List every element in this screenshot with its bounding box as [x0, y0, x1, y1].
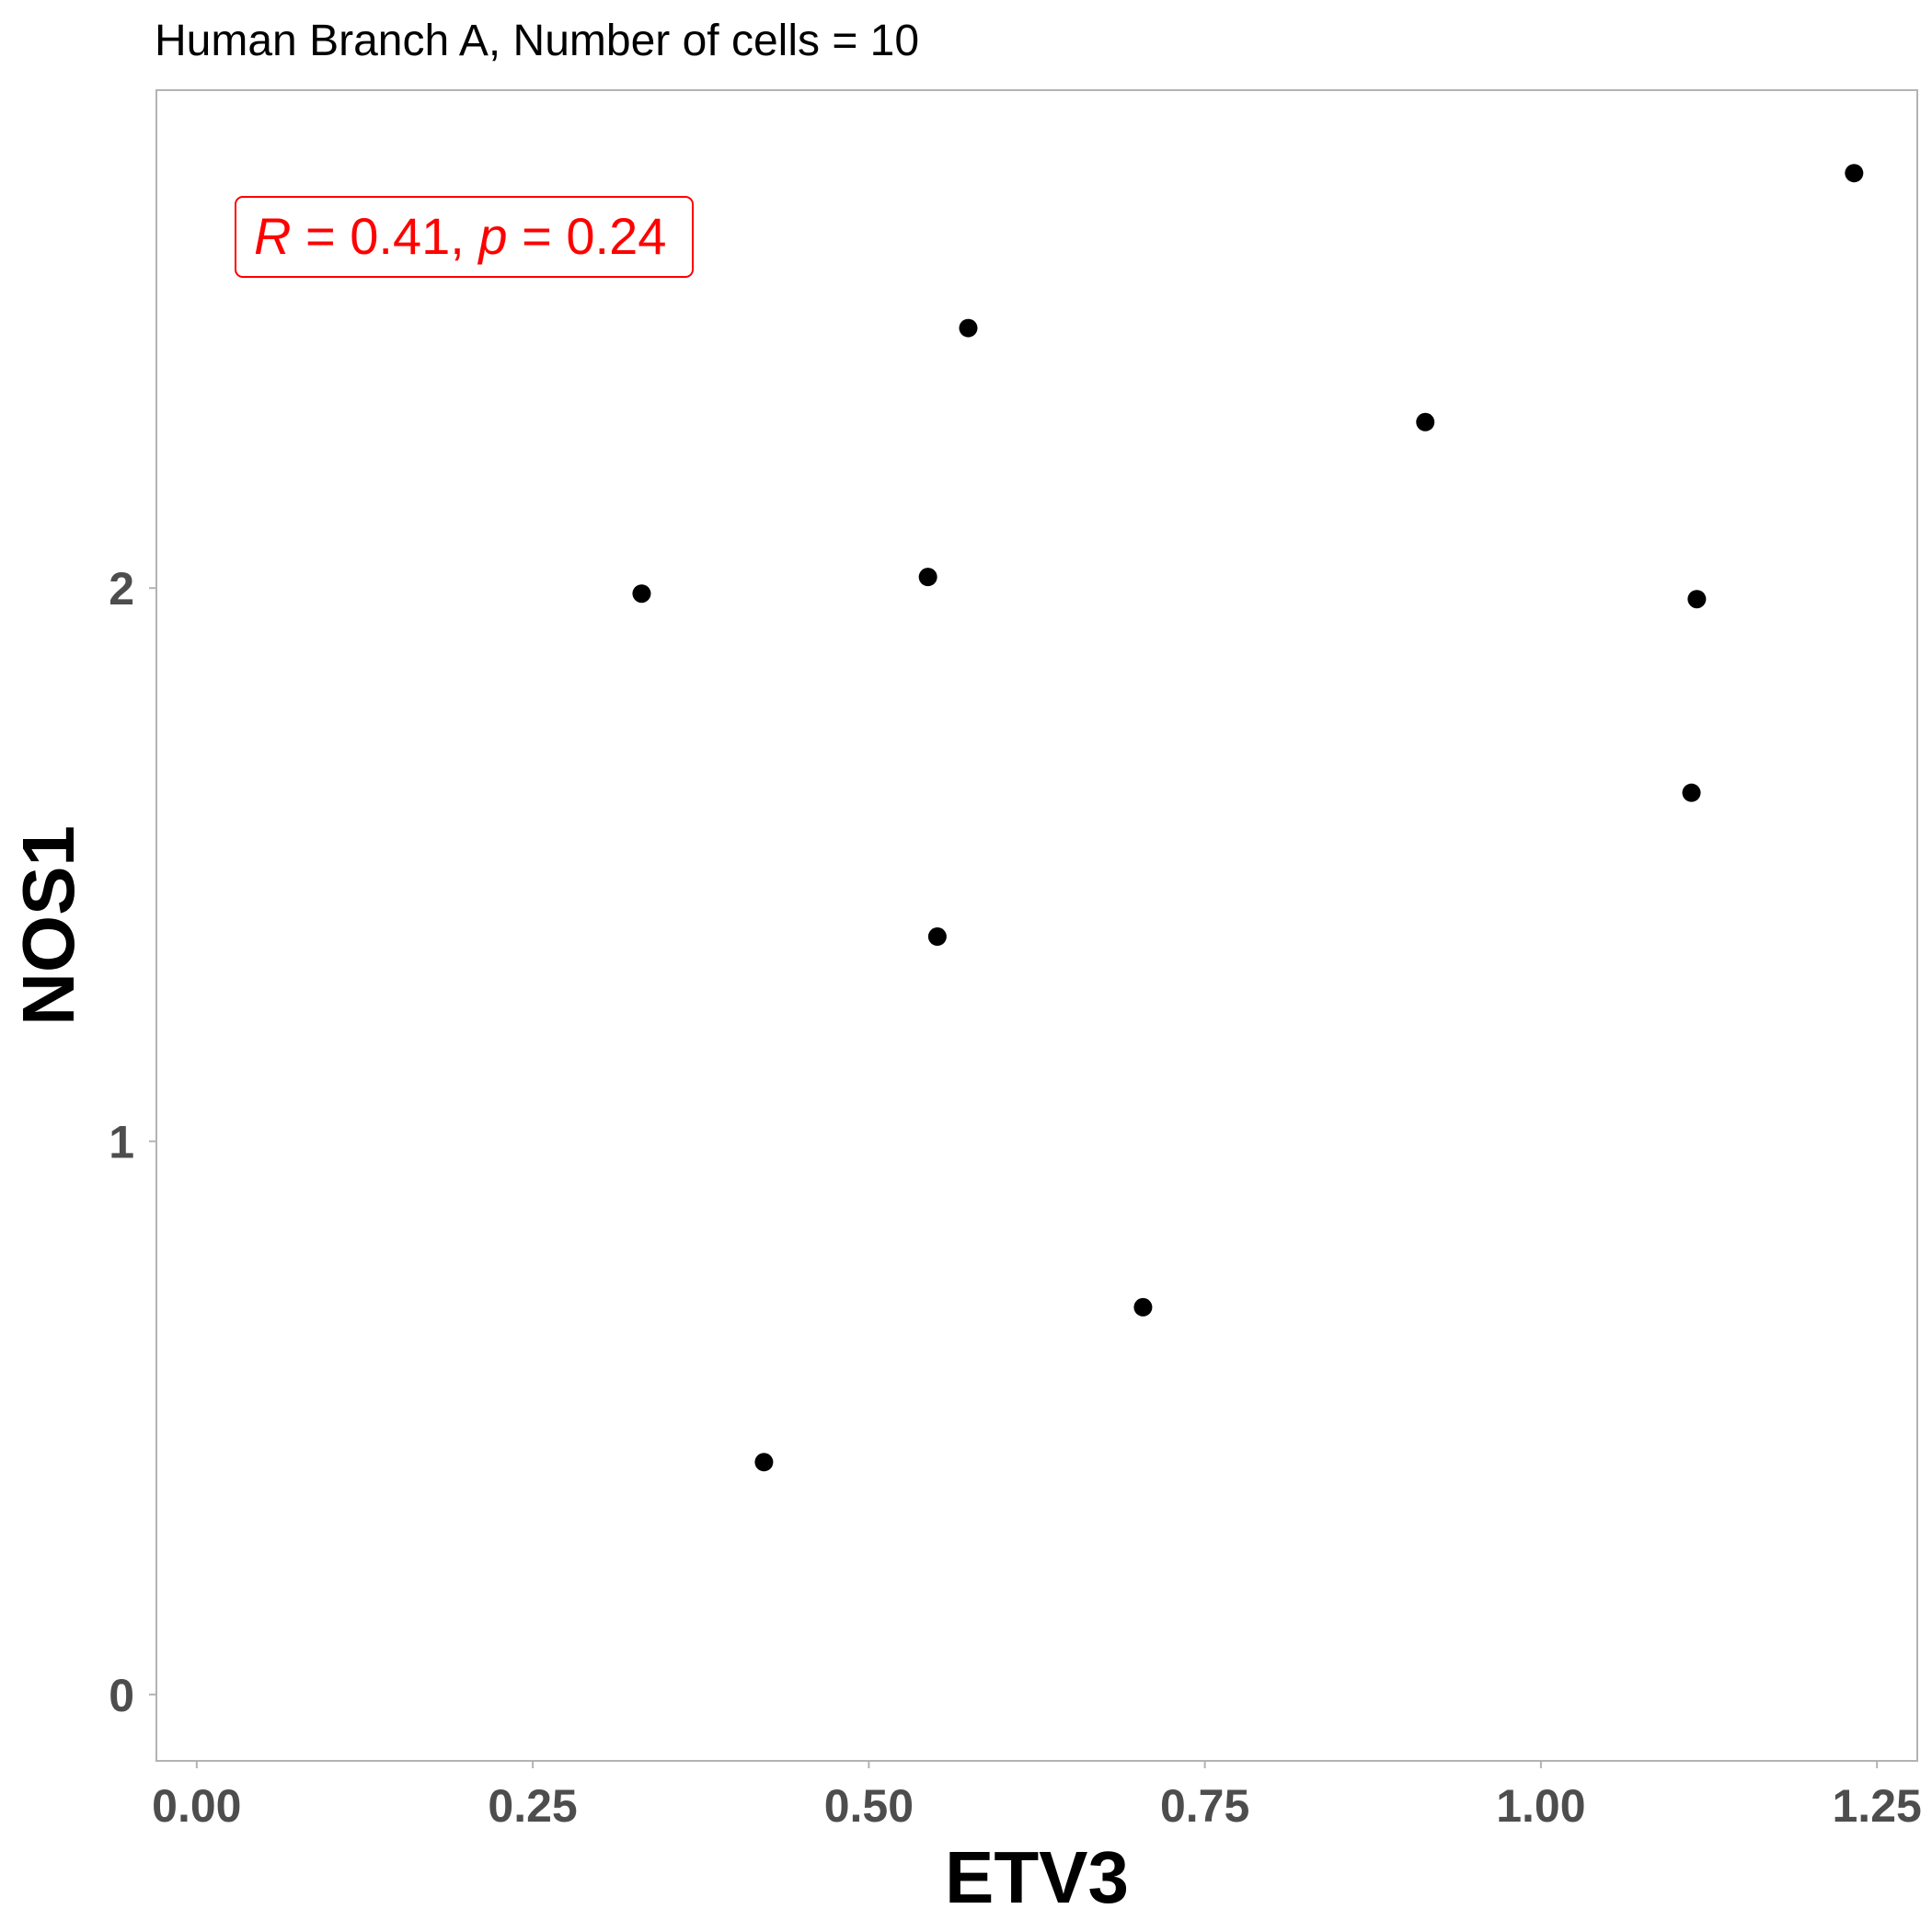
scatter-point: [1133, 1297, 1153, 1317]
scatter-point: [1682, 783, 1701, 802]
x-tick-label: 0.50: [824, 1780, 914, 1832]
scatter-point: [1845, 164, 1864, 183]
x-tick-label: 1.25: [1833, 1780, 1922, 1832]
scatter-point: [959, 318, 978, 338]
data-points: [632, 164, 1864, 1472]
scatter-point: [918, 568, 937, 587]
plot-panel-border: [155, 89, 1918, 1762]
r-equals: =: [291, 207, 350, 265]
x-axis: 0.00 0.25 0.50 0.75 1.00 1.25: [152, 1761, 1922, 1832]
correlation-annotation: R = 0.41, p = 0.24: [235, 196, 694, 278]
p-symbol: p: [477, 207, 507, 265]
annotation-separator: ,: [450, 207, 478, 265]
x-tick-label: 0.75: [1160, 1780, 1249, 1832]
y-axis: 0 1 2: [109, 563, 156, 1721]
p-equals: =: [508, 207, 567, 265]
x-tick-label: 1.00: [1496, 1780, 1585, 1832]
p-value: 0.24: [566, 207, 666, 265]
x-axis-title: ETV3: [945, 1836, 1129, 1918]
y-tick-label: 2: [109, 563, 134, 615]
y-axis-title: NOS1: [7, 825, 89, 1026]
x-tick-label: 0.25: [488, 1780, 577, 1832]
r-value: 0.41: [350, 207, 450, 265]
scatter-point: [1687, 590, 1707, 609]
scatter-point: [632, 584, 651, 604]
chart-title: Human Branch A, Number of cells = 10: [155, 17, 919, 65]
r-symbol: R: [254, 207, 291, 265]
scatter-point: [927, 927, 947, 947]
y-tick-label: 0: [109, 1670, 134, 1721]
annotation-text: R = 0.41, p = 0.24: [254, 207, 666, 265]
scatter-point: [754, 1453, 774, 1472]
annotation-box: [235, 196, 694, 278]
scatter-point: [1416, 412, 1435, 431]
y-tick-label: 1: [109, 1117, 134, 1168]
x-tick-label: 0.00: [152, 1780, 241, 1832]
